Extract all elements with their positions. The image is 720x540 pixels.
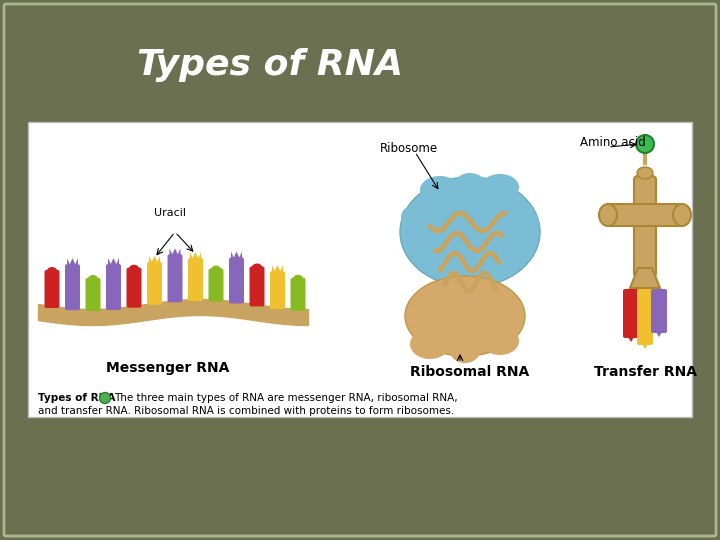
- Polygon shape: [630, 268, 660, 288]
- FancyBboxPatch shape: [290, 278, 305, 311]
- Ellipse shape: [481, 174, 519, 200]
- Polygon shape: [272, 265, 283, 277]
- Ellipse shape: [511, 211, 539, 233]
- FancyBboxPatch shape: [634, 176, 656, 277]
- Text: Messenger RNA: Messenger RNA: [107, 361, 230, 375]
- Polygon shape: [653, 327, 665, 337]
- Ellipse shape: [210, 266, 222, 275]
- Text: and transfer RNA. Ribosomal RNA is combined with proteins to form ribosomes.: and transfer RNA. Ribosomal RNA is combi…: [38, 406, 454, 416]
- Polygon shape: [190, 252, 201, 264]
- FancyBboxPatch shape: [168, 254, 182, 302]
- Ellipse shape: [251, 264, 263, 273]
- Text: Types of RNA: Types of RNA: [38, 393, 115, 403]
- Ellipse shape: [88, 275, 99, 285]
- Polygon shape: [231, 252, 242, 264]
- Ellipse shape: [450, 339, 480, 363]
- Polygon shape: [67, 258, 78, 270]
- Text: Ribosomal RNA: Ribosomal RNA: [410, 365, 530, 379]
- Text: Amino acid: Amino acid: [580, 137, 646, 150]
- Polygon shape: [639, 339, 651, 349]
- Ellipse shape: [47, 267, 58, 277]
- Polygon shape: [149, 256, 160, 268]
- FancyBboxPatch shape: [45, 270, 60, 308]
- Text: Uracil: Uracil: [154, 208, 186, 218]
- FancyBboxPatch shape: [147, 262, 162, 305]
- Circle shape: [99, 393, 110, 403]
- Text: Transfer RNA: Transfer RNA: [593, 365, 696, 379]
- FancyBboxPatch shape: [188, 258, 203, 301]
- FancyBboxPatch shape: [28, 122, 692, 417]
- FancyBboxPatch shape: [209, 268, 223, 301]
- FancyBboxPatch shape: [637, 289, 653, 345]
- FancyBboxPatch shape: [250, 266, 264, 306]
- Text: Types of RNA: Types of RNA: [137, 48, 403, 82]
- Ellipse shape: [673, 204, 691, 226]
- Circle shape: [636, 135, 654, 153]
- Ellipse shape: [405, 276, 525, 356]
- FancyBboxPatch shape: [270, 271, 285, 309]
- Ellipse shape: [410, 241, 440, 263]
- Ellipse shape: [637, 167, 653, 179]
- Ellipse shape: [410, 329, 450, 359]
- Polygon shape: [169, 248, 181, 260]
- Ellipse shape: [401, 205, 429, 229]
- FancyBboxPatch shape: [86, 278, 101, 311]
- FancyBboxPatch shape: [65, 264, 80, 310]
- Ellipse shape: [128, 265, 140, 275]
- FancyBboxPatch shape: [651, 289, 667, 333]
- FancyBboxPatch shape: [229, 258, 244, 303]
- Ellipse shape: [599, 204, 617, 226]
- Ellipse shape: [400, 177, 540, 287]
- Ellipse shape: [455, 173, 485, 195]
- Ellipse shape: [292, 275, 304, 285]
- Text: The three main types of RNA are messenger RNA, ribosomal RNA,: The three main types of RNA are messenge…: [114, 393, 458, 403]
- FancyBboxPatch shape: [623, 289, 639, 338]
- Polygon shape: [625, 332, 637, 342]
- Polygon shape: [108, 258, 119, 270]
- Ellipse shape: [420, 176, 460, 204]
- Ellipse shape: [500, 239, 530, 261]
- FancyBboxPatch shape: [127, 268, 142, 308]
- Text: Ribosome: Ribosome: [380, 141, 438, 154]
- FancyBboxPatch shape: [106, 264, 121, 310]
- Ellipse shape: [481, 327, 519, 355]
- FancyBboxPatch shape: [606, 204, 684, 226]
